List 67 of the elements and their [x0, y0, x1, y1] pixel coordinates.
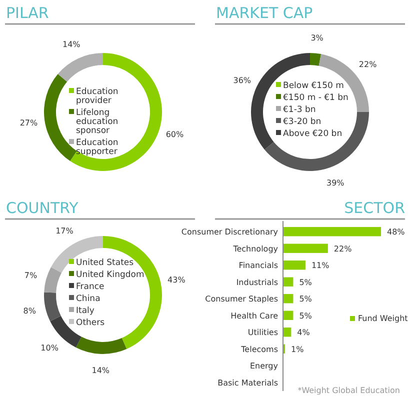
bar [283, 277, 294, 286]
data-label: 4% [297, 328, 310, 338]
data-label: 1% [291, 344, 304, 354]
y-tick-label: Health Care [230, 311, 278, 320]
data-label: 39% [326, 178, 345, 188]
data-label: 43% [168, 276, 186, 285]
data-label: 8% [23, 306, 36, 316]
data-label: 14% [92, 366, 110, 375]
data-label: 10% [40, 344, 59, 353]
chart-title: MARKET CAP [216, 4, 313, 22]
legend-label: Above €20 bn [283, 129, 342, 139]
data-label: 36% [233, 76, 252, 86]
legend-label: €150 m - €1 bn [283, 93, 348, 103]
y-tick-label: Financials [238, 261, 278, 270]
legend-label: Others [76, 318, 106, 328]
legend-label: Education supporter [76, 138, 118, 157]
y-tick-label: Consumer Staples [205, 294, 278, 304]
donut-slice [264, 112, 369, 171]
bar [283, 328, 292, 337]
y-tick-label: Consumer Discretionary [181, 228, 278, 237]
data-label: 60% [166, 130, 184, 139]
bar [283, 310, 294, 320]
donut-slice [103, 236, 162, 350]
donut-slice [58, 53, 103, 82]
data-label: 11% [311, 261, 330, 270]
donut-slice [70, 53, 162, 171]
annotation: *Weight Global Education [298, 386, 400, 395]
legend-label: United States [76, 258, 134, 268]
chart-title: SECTOR [344, 199, 405, 217]
legend-label: China [76, 294, 100, 304]
data-label: 48% [387, 228, 406, 237]
y-tick-label: Technology [232, 244, 278, 254]
donut-slice [44, 292, 61, 322]
data-label: 3% [310, 33, 324, 42]
legend-label: €1-3 bn [283, 105, 316, 115]
donut-slice [44, 74, 77, 161]
data-label: 5% [299, 311, 312, 320]
chart-title: COUNTRY [6, 199, 80, 217]
bar [283, 244, 328, 253]
bar [283, 260, 306, 270]
donut-slice [76, 336, 127, 354]
y-tick-label: Utilities [248, 328, 278, 338]
donut-slice [44, 267, 62, 293]
data-label: 22% [358, 60, 378, 70]
legend-label: Below €150 m [283, 81, 344, 91]
data-label: 14% [62, 40, 81, 49]
bar [283, 227, 381, 236]
y-tick-label: Industrials [236, 278, 278, 287]
data-label: 22% [334, 244, 352, 254]
legend-label: €3-20 bn [283, 117, 322, 127]
legend-label: France [76, 282, 104, 292]
legend-label: Lifelong education sponsor [76, 108, 118, 136]
data-label: 27% [20, 118, 38, 128]
legend-label: Italy [76, 306, 94, 316]
legend-label: United Kingdom [76, 270, 144, 280]
y-tick-label: Telecoms [240, 344, 278, 354]
bar [283, 294, 294, 304]
data-label: 5% [299, 278, 312, 287]
data-label: 7% [24, 271, 38, 280]
y-tick-label: Basic Materials [218, 378, 278, 388]
y-tick-label: Energy [250, 362, 278, 371]
legend-label: Fund Weight [358, 314, 408, 323]
chart-title: PILAR [6, 4, 49, 22]
legend-label: Education provider [76, 87, 118, 106]
data-label: 17% [56, 226, 74, 236]
donut-slice [310, 53, 322, 66]
data-label: 5% [299, 294, 312, 304]
